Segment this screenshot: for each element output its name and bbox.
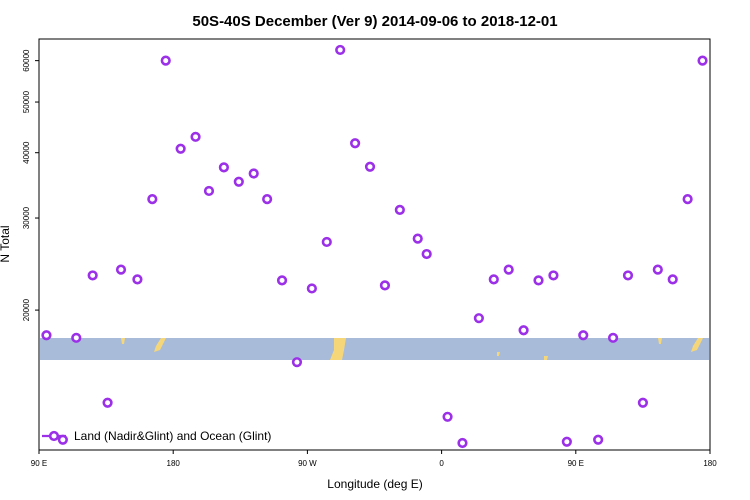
land-blob <box>497 352 500 356</box>
y-tick-label: 40000 <box>22 141 31 164</box>
data-point <box>276 275 288 286</box>
data-point <box>533 275 544 286</box>
data-point <box>652 264 663 275</box>
data-point <box>41 330 52 341</box>
land-blob <box>154 338 166 352</box>
data-point <box>364 161 376 172</box>
data-point <box>291 357 303 368</box>
x-tick-label: 90 E <box>31 459 47 468</box>
land-blob <box>658 338 662 344</box>
data-point <box>488 274 499 285</box>
data-point <box>147 194 158 205</box>
ocean-band <box>40 338 709 360</box>
plot-frame <box>38 38 711 451</box>
data-point <box>87 270 98 281</box>
data-points <box>41 44 708 449</box>
land-blob <box>544 356 548 360</box>
data-point <box>102 397 113 408</box>
x-tick-label: 90 W <box>298 459 317 468</box>
y-tick-label: 60000 <box>22 49 31 72</box>
x-axis-label: Longitude (deg E) <box>327 477 422 491</box>
data-point <box>561 436 572 447</box>
data-point <box>412 233 423 244</box>
x-tick-label: 90 E <box>568 459 584 468</box>
land-blob <box>330 338 346 360</box>
y-axis-label: N Total <box>0 225 12 262</box>
x-axis: 90 E 180 90 W 0 90 E 180 <box>31 450 717 468</box>
data-point <box>578 330 589 341</box>
x-tick-label: 180 <box>703 459 717 468</box>
data-point <box>682 194 693 205</box>
data-point <box>394 204 405 215</box>
data-point <box>637 397 649 408</box>
data-point <box>442 411 453 422</box>
y-tick-label: 20000 <box>22 298 31 321</box>
data-point <box>248 168 259 179</box>
data-point <box>667 274 678 285</box>
land-blob <box>121 338 125 344</box>
data-point <box>473 313 484 324</box>
data-point <box>548 270 559 281</box>
legend-label: Land (Nadir&Glint) and Ocean (Glint) <box>74 429 271 443</box>
data-point <box>175 143 186 154</box>
land-blobs <box>121 338 703 360</box>
x-tick-label: 0 <box>439 459 444 468</box>
chart-title: 50S-40S December (Ver 9) 2014-09-06 to 2… <box>192 13 557 30</box>
data-point <box>132 274 143 285</box>
data-point <box>622 270 634 281</box>
data-point <box>321 236 332 248</box>
data-point <box>457 437 468 449</box>
ocean-land-band <box>40 338 709 360</box>
data-point <box>518 325 529 336</box>
data-point <box>697 55 708 66</box>
data-point <box>421 248 432 260</box>
y-axis: 20000 30000 40000 50000 60000 <box>22 49 39 321</box>
data-point <box>350 138 361 149</box>
data-point <box>379 280 391 291</box>
data-point <box>218 162 229 173</box>
legend-marker-icon <box>48 430 60 442</box>
legend: Land (Nadir&Glint) and Ocean (Glint) <box>42 429 271 443</box>
x-tick-label: 180 <box>167 459 181 468</box>
data-point <box>335 44 346 56</box>
data-point <box>306 283 317 294</box>
data-point <box>115 264 127 275</box>
y-tick-label: 30000 <box>22 206 31 229</box>
data-point <box>203 185 215 197</box>
land-blob <box>691 338 703 352</box>
data-point <box>233 176 244 187</box>
data-point <box>190 131 201 142</box>
data-point <box>262 194 273 205</box>
data-point <box>503 264 514 275</box>
data-point <box>160 55 171 66</box>
data-point <box>607 332 619 343</box>
y-tick-label: 50000 <box>22 90 31 113</box>
data-point <box>71 332 82 343</box>
data-point <box>593 434 604 445</box>
